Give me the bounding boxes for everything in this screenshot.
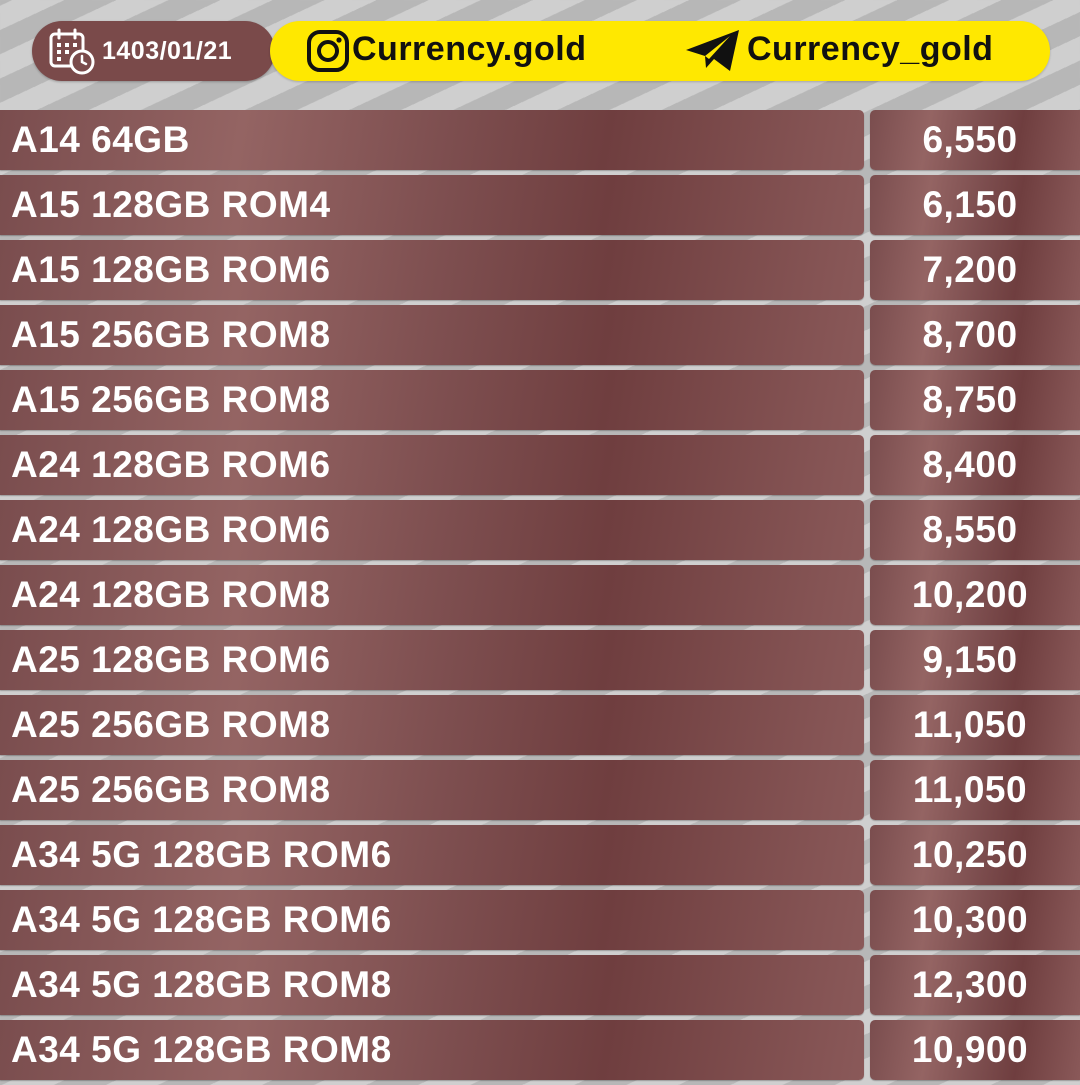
- table-row: A34 5G 128GB ROM6 10,300: [0, 890, 1080, 955]
- price-value: 10,900: [911, 1029, 1029, 1070]
- price-cell: 8,700: [870, 305, 1080, 365]
- price-value: 7,200: [922, 249, 1018, 290]
- header: 1403/01/21 Currency.gold Currency_gold: [0, 0, 1080, 105]
- price-value: 10,300: [911, 899, 1029, 940]
- model-name: A24 128GB ROM6: [11, 509, 331, 550]
- price-cell: 11,050: [870, 695, 1080, 755]
- price-cell: 8,550: [870, 500, 1080, 560]
- date-text: 1403/01/21: [102, 36, 233, 65]
- instagram-icon: [307, 30, 349, 72]
- model-cell: A15 256GB ROM8: [0, 370, 864, 430]
- price-value: 12,300: [911, 964, 1029, 1005]
- price-value: 11,050: [912, 769, 1028, 810]
- model-name: A25 256GB ROM8: [11, 704, 331, 745]
- table-row: A15 128GB ROM6 7,200: [0, 240, 1080, 305]
- model-cell: A24 128GB ROM6: [0, 435, 864, 495]
- table-row: A24 128GB ROM6 8,400: [0, 435, 1080, 500]
- model-cell: A15 128GB ROM6: [0, 240, 864, 300]
- model-cell: A34 5G 128GB ROM8: [0, 1020, 864, 1080]
- table-row: A25 256GB ROM8 11,050: [0, 760, 1080, 825]
- price-cell: 6,150: [870, 175, 1080, 235]
- model-cell: A34 5G 128GB ROM6: [0, 890, 864, 950]
- model-cell: A25 128GB ROM6: [0, 630, 864, 690]
- model-name: A25 256GB ROM8: [11, 769, 331, 810]
- model-cell: A34 5G 128GB ROM8: [0, 955, 864, 1015]
- price-cell: 12,300: [870, 955, 1080, 1015]
- model-name: A34 5G 128GB ROM8: [11, 964, 392, 1005]
- model-name: A25 128GB ROM6: [11, 639, 331, 680]
- model-name: A15 256GB ROM8: [11, 314, 331, 355]
- model-cell: A25 256GB ROM8: [0, 695, 864, 755]
- model-cell: A14 64GB: [0, 110, 864, 170]
- price-cell: 6,550: [870, 110, 1080, 170]
- date-badge: 1403/01/21: [32, 21, 275, 81]
- model-cell: A34 5G 128GB ROM6: [0, 825, 864, 885]
- price-cell: 7,200: [870, 240, 1080, 300]
- social-badge: Currency.gold Currency_gold: [270, 21, 1050, 81]
- price-cell: 8,400: [870, 435, 1080, 495]
- table-row: A15 256GB ROM8 8,700: [0, 305, 1080, 370]
- price-cell: 10,200: [870, 565, 1080, 625]
- model-name: A24 128GB ROM8: [11, 574, 331, 615]
- model-cell: A25 256GB ROM8: [0, 760, 864, 820]
- price-cell: 10,900: [870, 1020, 1080, 1080]
- model-name: A15 256GB ROM8: [11, 379, 331, 420]
- model-name: A34 5G 128GB ROM6: [11, 834, 392, 875]
- table-row: A34 5G 128GB ROM8 12,300: [0, 955, 1080, 1020]
- table-row: A25 256GB ROM8 11,050: [0, 695, 1080, 760]
- telegram-icon: [686, 30, 739, 71]
- table-row: A24 128GB ROM6 8,550: [0, 500, 1080, 565]
- model-cell: A24 128GB ROM8: [0, 565, 864, 625]
- price-value: 10,250: [911, 834, 1029, 875]
- price-table: A14 64GB 6,550 A15 128GB ROM4 6,150 A15 …: [0, 110, 1080, 1085]
- price-value: 8,700: [922, 314, 1018, 355]
- table-row: A34 5G 128GB ROM8 10,900: [0, 1020, 1080, 1085]
- price-value: 6,150: [922, 184, 1018, 225]
- model-cell: A24 128GB ROM6: [0, 500, 864, 560]
- model-cell: A15 128GB ROM4: [0, 175, 864, 235]
- price-value: 6,550: [922, 119, 1018, 160]
- table-row: A25 128GB ROM6 9,150: [0, 630, 1080, 695]
- model-cell: A15 256GB ROM8: [0, 305, 864, 365]
- calendar-clock-icon: [49, 28, 95, 75]
- price-cell: 10,300: [870, 890, 1080, 950]
- model-name: A24 128GB ROM6: [11, 444, 331, 485]
- price-value: 8,550: [922, 509, 1018, 550]
- price-cell: 10,250: [870, 825, 1080, 885]
- model-name: A15 128GB ROM4: [11, 184, 331, 225]
- price-cell: 11,050: [870, 760, 1080, 820]
- price-cell: 8,750: [870, 370, 1080, 430]
- price-value: 10,200: [911, 574, 1029, 615]
- price-value: 8,400: [922, 444, 1018, 485]
- price-cell: 9,150: [870, 630, 1080, 690]
- table-row: A24 128GB ROM8 10,200: [0, 565, 1080, 630]
- model-name: A34 5G 128GB ROM8: [11, 1029, 392, 1070]
- telegram-handle[interactable]: Currency_gold: [747, 30, 994, 68]
- price-value: 9,150: [922, 639, 1018, 680]
- table-row: A15 256GB ROM8 8,750: [0, 370, 1080, 435]
- table-row: A15 128GB ROM4 6,150: [0, 175, 1080, 240]
- model-name: A15 128GB ROM6: [11, 249, 331, 290]
- model-name: A14 64GB: [11, 119, 190, 160]
- table-row: A14 64GB 6,550: [0, 110, 1080, 175]
- table-row: A34 5G 128GB ROM6 10,250: [0, 825, 1080, 890]
- model-name: A34 5G 128GB ROM6: [11, 899, 392, 940]
- price-value: 11,050: [912, 704, 1028, 745]
- instagram-handle[interactable]: Currency.gold: [352, 30, 587, 68]
- price-value: 8,750: [922, 379, 1018, 420]
